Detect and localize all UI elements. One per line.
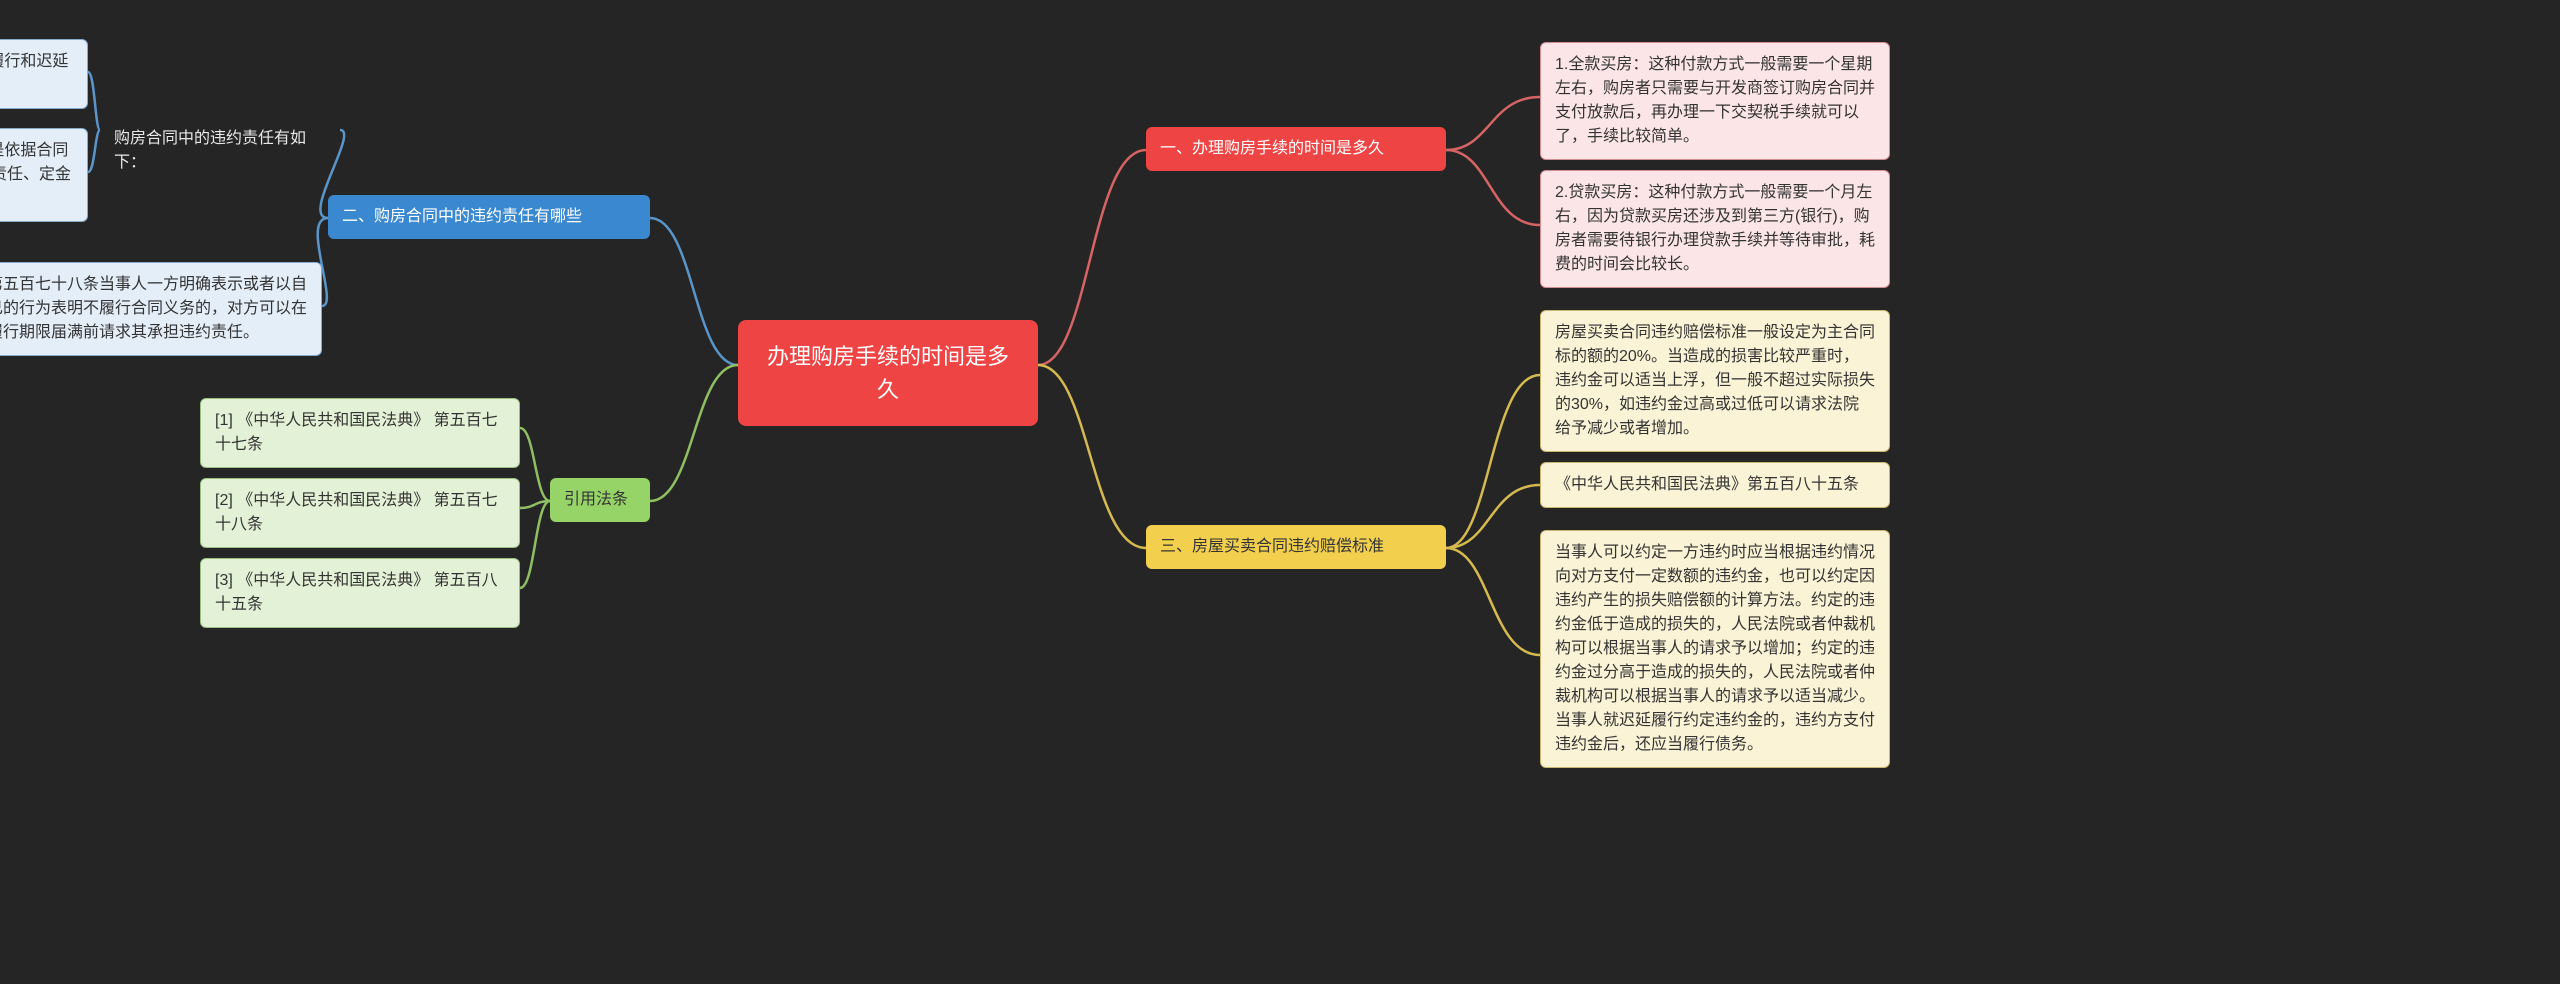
- leaf-b1l2[interactable]: 2.贷款买房：这种付款方式一般需要一个月左右，因为贷款买房还涉及到第三方(银行)…: [1540, 170, 1890, 288]
- leaf-b3l3[interactable]: 当事人可以约定一方违约时应当根据违约情况向对方支付一定数额的违约金，也可以约定因…: [1540, 530, 1890, 768]
- root-node[interactable]: 办理购房手续的时间是多久: [738, 320, 1038, 426]
- edge-root-right-b3-left: [1038, 365, 1146, 548]
- edge-b4-left-b4l2-right: [520, 501, 550, 508]
- edge-b3-right-b3l3-left: [1446, 548, 1540, 655]
- leaf-b2l1b[interactable]: 2.违约金责任、定金责任主要是依据合同中的具体约定执行，且违约金责任、定金责任只…: [0, 128, 88, 222]
- branch-b2[interactable]: 二、购房合同中的违约责任有哪些: [328, 195, 650, 239]
- edge-b2l1-left-b2l1b-right: [88, 130, 100, 172]
- edge-b3-right-b3l2-left: [1446, 485, 1540, 548]
- edge-root-left-b2-right: [650, 218, 738, 365]
- leaf-b2l1[interactable]: 购房合同中的违约责任有如下：: [100, 117, 340, 185]
- edge-b1-right-b1l1-left: [1446, 97, 1540, 150]
- leaf-b4l3[interactable]: [3] 《中华人民共和国民法典》 第五百八十五条: [200, 558, 520, 628]
- leaf-b3l1[interactable]: 房屋买卖合同违约赔偿标准一般设定为主合同标的额的20%。当造成的损害比较严重时，…: [1540, 310, 1890, 452]
- edge-b4-left-b4l1-right: [520, 428, 550, 501]
- edge-b1-right-b1l2-left: [1446, 150, 1540, 225]
- branch-b4[interactable]: 引用法条: [550, 478, 650, 522]
- leaf-b4l2[interactable]: [2] 《中华人民共和国民法典》 第五百七十八条: [200, 478, 520, 548]
- leaf-b4l1[interactable]: [1] 《中华人民共和国民法典》 第五百七十七条: [200, 398, 520, 468]
- edge-b2l1-left-b2l1a-right: [88, 72, 100, 130]
- leaf-b2l2[interactable]: 第五百七十八条当事人一方明确表示或者以自己的行为表明不履行合同义务的，对方可以在…: [0, 262, 322, 356]
- leaf-b1l1[interactable]: 1.全款买房：这种付款方式一般需要一个星期左右，购房者只需要与开发商签订购房合同…: [1540, 42, 1890, 160]
- branch-b1[interactable]: 一、办理购房手续的时间是多久: [1146, 127, 1446, 171]
- edge-b4-left-b4l3-right: [520, 501, 550, 588]
- branch-b3[interactable]: 三、房屋买卖合同违约赔偿标准: [1146, 525, 1446, 569]
- leaf-b3l2[interactable]: 《中华人民共和国民法典》第五百八十五条: [1540, 462, 1890, 508]
- leaf-b2l1a[interactable]: 1.继续履行，主要适用于拒绝履行和迟延履行的情形；: [0, 39, 88, 109]
- edge-root-left-b4-right: [650, 365, 738, 501]
- edge-root-right-b1-left: [1038, 150, 1146, 365]
- edge-b3-right-b3l1-left: [1446, 375, 1540, 548]
